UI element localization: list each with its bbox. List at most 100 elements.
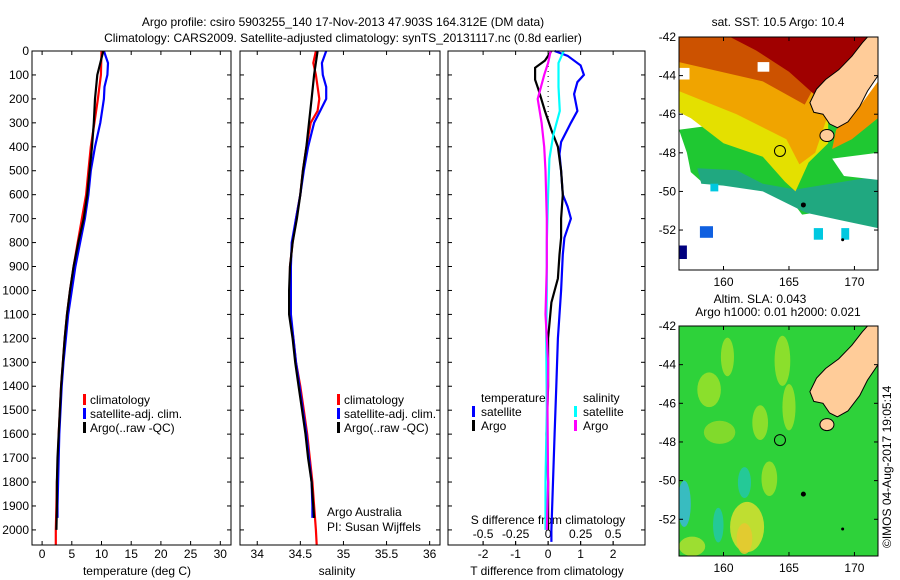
land-stewart-island	[819, 418, 835, 432]
x-tick-label: 5	[68, 547, 75, 561]
sst-region	[697, 168, 878, 229]
lat-tick-label: -42	[659, 319, 677, 333]
legend-temperature-title: temperature	[481, 391, 546, 405]
x-tick-label: -1	[510, 547, 521, 561]
x-tick-label: 36	[423, 547, 437, 561]
lat-tick-label: -46	[659, 107, 677, 121]
sst-region	[832, 152, 878, 180]
legend-swatch-s-argo	[574, 420, 577, 431]
legend-s-satellite: satellite	[583, 405, 624, 419]
depth-tick-label: 300	[9, 116, 29, 130]
profile-argo-raw-qc	[55, 50, 105, 530]
argo-float-location-marker	[773, 144, 786, 157]
depth-tick-label: 200	[9, 92, 29, 106]
legend-satellite: satellite-adj. clim.	[90, 407, 182, 421]
depth-tick-label: 1800	[2, 475, 29, 489]
x-tick-label: 2	[610, 547, 617, 561]
legend-swatch-t-argo	[472, 420, 475, 431]
legend-swatch-satellite	[83, 408, 86, 419]
profile-salinity-argo	[536, 50, 552, 530]
sla-anomaly	[752, 405, 769, 441]
title-line-1: Argo profile: csiro 5903255_140 17-Nov-2…	[142, 15, 544, 29]
s-tick-label: 0.25	[569, 527, 593, 541]
land-new-zealand	[809, 37, 878, 129]
x-tick-label: 34	[251, 547, 265, 561]
panel-frame	[239, 50, 441, 546]
legend-salinity-title: salinity	[583, 391, 620, 405]
legend-satellite: satellite-adj. clim.	[344, 407, 436, 421]
legend-t-satellite: satellite	[481, 405, 522, 419]
x-tick-label: 0	[39, 547, 46, 561]
x-tick-label: 1	[577, 547, 584, 561]
x-tick-label: 34.5	[289, 547, 313, 561]
lat-tick-label: -50	[659, 474, 677, 488]
lat-tick-label: -48	[659, 146, 677, 160]
profile-climatology	[288, 50, 321, 546]
x-tick-label: 35.5	[375, 547, 399, 561]
lat-tick-label: -42	[659, 30, 677, 44]
annotation-pi: PI: Susan Wijffels	[327, 520, 421, 534]
sla-anomaly	[737, 467, 752, 498]
lon-tick-label: 160	[713, 275, 733, 289]
legend-swatch-satellite	[337, 408, 340, 419]
panel-frame	[31, 50, 232, 546]
land-stewart-island	[819, 128, 835, 142]
sla-map-title-1: Altim. SLA: 0.043	[714, 292, 807, 306]
sst-region	[699, 226, 713, 238]
legend-argo: Argo(..raw -QC)	[90, 421, 175, 435]
legend-swatch-climatology	[83, 394, 86, 405]
depth-tick-label: 1900	[2, 499, 29, 513]
lon-tick-label: 170	[844, 275, 864, 289]
profile-temperature-satellite	[550, 49, 586, 542]
x-tick-label: 20	[154, 547, 168, 561]
land-auckland-islands	[800, 491, 806, 497]
depth-tick-label: 1400	[2, 379, 29, 393]
legend-climatology: climatology	[90, 393, 150, 407]
legend-t-argo: Argo	[481, 419, 507, 433]
legend-swatch-t-satellite	[472, 406, 475, 417]
s-tick-label: -0.25	[502, 527, 530, 541]
sst-field	[679, 37, 878, 270]
title-line-2: Climatology: CARS2009. Satellite-adjuste…	[104, 31, 582, 45]
t-difference-xlabel: T difference from climatology	[470, 564, 624, 578]
depth-tick-label: 100	[9, 68, 29, 82]
sla-anomaly	[774, 335, 791, 386]
sst-region	[679, 67, 690, 80]
legend-s-argo: Argo	[583, 419, 609, 433]
depth-tick-label: 1200	[2, 331, 29, 345]
sla-anomaly	[679, 536, 706, 556]
land-campbell-island	[841, 238, 845, 242]
depth-tick-label: 1100	[3, 307, 29, 321]
x-tick-label: 35	[337, 547, 351, 561]
salinity-xlabel: salinity	[319, 564, 356, 578]
sst-region	[757, 62, 770, 72]
depth-tick-label: 1000	[2, 283, 29, 297]
sst-map: sat. SST: 10.5 Argo: 10.4 -42 -44 -46 -48 -5…	[659, 15, 879, 289]
x-tick-label: 25	[184, 547, 198, 561]
sla-anomaly	[703, 420, 736, 444]
lat-tick-label: -46	[659, 396, 677, 410]
land-new-zealand	[809, 326, 878, 418]
depth-tick-label: 500	[9, 164, 29, 178]
lat-tick-label: -50	[659, 184, 677, 198]
x-tick-label: -2	[478, 547, 489, 561]
depth-tick-label: 1600	[2, 427, 29, 441]
sst-map-title: sat. SST: 10.5 Argo: 10.4	[712, 15, 845, 29]
temperature-xlabel: temperature (deg C)	[83, 564, 191, 578]
s-tick-label: -0.5	[473, 527, 494, 541]
depth-tick-label: 2000	[2, 523, 29, 537]
map-frame	[678, 36, 879, 271]
profile-satellite-adj-clim	[56, 50, 110, 518]
sla-anomaly	[697, 372, 721, 408]
x-tick-label: 10	[95, 547, 109, 561]
lat-tick-label: -52	[659, 512, 677, 526]
s-tick-label: 0.5	[605, 527, 622, 541]
sst-region	[679, 245, 687, 259]
salinity-panel: salinity climatology satellite-adj. clim…	[239, 50, 441, 578]
depth-tick-label: 1700	[2, 451, 29, 465]
x-tick-label: 30	[214, 547, 228, 561]
depth-tick-label: 800	[9, 236, 29, 250]
sst-region	[710, 183, 719, 192]
depth-tick-label: 1500	[2, 403, 29, 417]
